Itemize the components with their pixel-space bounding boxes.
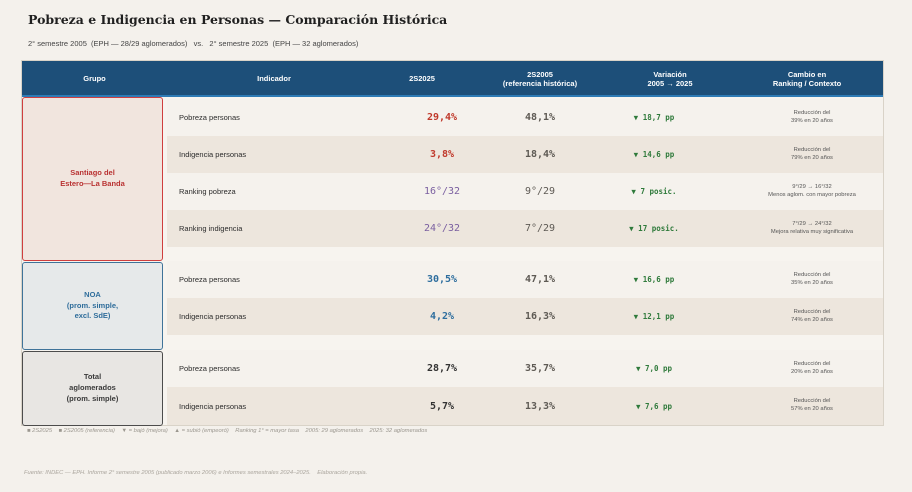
indicator-label: Indigencia personas (179, 150, 247, 159)
group-total-line3: (prom. simple) (66, 393, 119, 403)
change-line1: Reducción del (793, 146, 831, 153)
source-footer: Fuente: INDEC — EPH. Informe 2° semestre… (24, 470, 368, 476)
table-row: Pobreza personas 30,5% 47,1% ▼ 16,6 pp R… (167, 261, 883, 298)
change-context: Reducción del 79% en 20 años (727, 136, 897, 173)
variation: ▼ 7 posic. (631, 187, 677, 196)
change-line1: Reducción del (793, 308, 831, 315)
group-total-line2: aglomerados (69, 383, 116, 393)
indicator-label: Indigencia personas (179, 312, 247, 321)
value-2005: 47,1% (524, 274, 556, 285)
value-2025: 16°/32 (423, 186, 461, 197)
table-row: Pobreza personas 28,7% 35,7% ▼ 7,0 pp Re… (167, 350, 883, 387)
variation: ▼ 14,6 pp (633, 150, 675, 159)
variation: ▼ 12,1 pp (633, 312, 675, 321)
group-total-line1: Total (83, 372, 102, 382)
value-2025: 29,4% (426, 112, 458, 123)
value-2025: 30,5% (426, 274, 458, 285)
change-line1: Reducción del (793, 271, 831, 278)
header-variacion: Variación 2005 → 2025 (620, 61, 720, 97)
change-line1: 7°/29 → 24°/32 (792, 220, 832, 227)
value-2005: 16,3% (524, 311, 556, 322)
change-line2: 35% en 20 años (791, 279, 833, 286)
change-line1: Reducción del (793, 109, 831, 116)
header-grupo: Grupo (83, 74, 106, 84)
change-context: Reducción del 39% en 20 años (727, 99, 897, 136)
change-context: Reducción del 57% en 20 años (727, 387, 897, 425)
change-line2: 20% en 20 años (791, 368, 833, 375)
change-context: 9°/29 → 16°/32 Menos aglom. con mayor po… (727, 173, 897, 210)
header-cambio: Cambio en Ranking / Contexto (727, 61, 887, 97)
change-line2: Mejora relativa muy significativa (770, 228, 854, 235)
change-line2: 74% en 20 años (791, 316, 833, 323)
change-line1: 9°/29 → 16°/32 (792, 183, 832, 190)
change-context: 7°/29 → 24°/32 Mejora relativa muy signi… (727, 210, 897, 247)
indicator-label: Pobreza personas (179, 113, 240, 122)
header-cambio-label: Cambio en (787, 69, 827, 79)
value-2005: 9°/29 (524, 186, 556, 197)
variation: ▼ 7,0 pp (635, 364, 673, 373)
table-row: Pobreza personas 29,4% 48,1% ▼ 18,7 pp R… (167, 99, 883, 136)
group-sde-line1: Santiago del (70, 168, 115, 178)
header-variacion-label: Variación (653, 69, 687, 79)
value-2025: 5,7% (429, 400, 455, 412)
change-context: Reducción del 20% en 20 años (727, 350, 897, 387)
group-sde-line2: Estero—La Banda (60, 179, 125, 188)
header-2s2005-label: 2S2005 (527, 69, 553, 79)
value-2025: 4,2% (429, 311, 455, 322)
change-line2: 57% en 20 años (791, 406, 833, 412)
change-context: Reducción del 74% en 20 años (727, 298, 897, 335)
change-line2: 39% en 20 años (791, 117, 833, 124)
table-row: Indigencia personas 4,2% 16,3% ▼ 12,1 pp… (167, 298, 883, 335)
variation: ▼ 18,7 pp (633, 113, 675, 122)
table-row: Ranking indigencia 24°/32 7°/29 ▼ 17 pos… (167, 210, 883, 247)
indicator-label: Ranking indigencia (179, 224, 243, 233)
value-2025: 28,7% (426, 363, 458, 374)
value-2025: 24°/32 (423, 223, 461, 234)
indicator-label: Ranking pobreza (179, 187, 236, 196)
table-row: Indigencia personas 5,7% 13,3% ▼ 7,6 pp … (167, 387, 883, 425)
header-indicador: Indicador (257, 74, 291, 84)
header-cambio-sub: Ranking / Contexto (772, 79, 842, 88)
value-2005: 7°/29 (524, 223, 556, 234)
value-2005: 35,7% (524, 363, 556, 374)
group-noa-line1: NOA (84, 289, 101, 299)
indicator-label: Pobreza personas (179, 275, 240, 284)
page-title: Pobreza e Indigencia en Personas — Compa… (28, 12, 448, 27)
variation: ▼ 16,6 pp (633, 275, 675, 284)
comparison-table: Grupo Indicador 2S2025 2S2005 (referenci… (21, 60, 884, 426)
group-santiago-del-estero: Santiago del Estero—La Banda (22, 97, 163, 261)
variation: ▼ 7,6 pp (635, 401, 673, 411)
value-2005: 13,3% (524, 400, 556, 412)
header-2s2005-sub: (referencia histórica) (502, 79, 578, 88)
group-noa-line3: excl. SdE) (74, 311, 111, 321)
indicator-label: Pobreza personas (179, 364, 240, 373)
variation: ▼ 17 posic. (629, 224, 679, 233)
group-noa: NOA (prom. simple, excl. SdE) (22, 262, 163, 350)
header-2s2005: 2S2005 (referencia histórica) (490, 61, 590, 97)
table-row: Ranking pobreza 16°/32 9°/29 ▼ 7 posic. … (167, 173, 883, 210)
change-line2: Menos aglom. con mayor pobreza (768, 191, 856, 198)
header-2s2025: 2S2025 (409, 74, 435, 84)
table-header: Grupo Indicador 2S2025 2S2005 (referenci… (22, 61, 883, 97)
group-total: Total aglomerados (prom. simple) (22, 351, 163, 426)
change-line1: Reducción del (793, 360, 831, 367)
indicator-label: Indigencia personas (179, 401, 247, 411)
group-noa-line2: (prom. simple, (66, 300, 119, 310)
change-line1: Reducción del (793, 398, 831, 405)
value-2025: 3,8% (429, 149, 455, 160)
table-row: Indigencia personas 3,8% 18,4% ▼ 14,6 pp… (167, 136, 883, 173)
change-line2: 79% en 20 años (791, 154, 833, 161)
value-2005: 18,4% (524, 149, 556, 160)
value-2005: 48,1% (524, 112, 556, 123)
header-variacion-sub: 2005 → 2025 (647, 79, 693, 88)
change-context: Reducción del 35% en 20 años (727, 261, 897, 298)
legend: ■ 2S2025 ■ 2S2005 (referencia) ▼ = bajó … (27, 428, 428, 434)
page-subtitle: 2° semestre 2005 (EPH — 28/29 aglomerado… (28, 39, 359, 48)
